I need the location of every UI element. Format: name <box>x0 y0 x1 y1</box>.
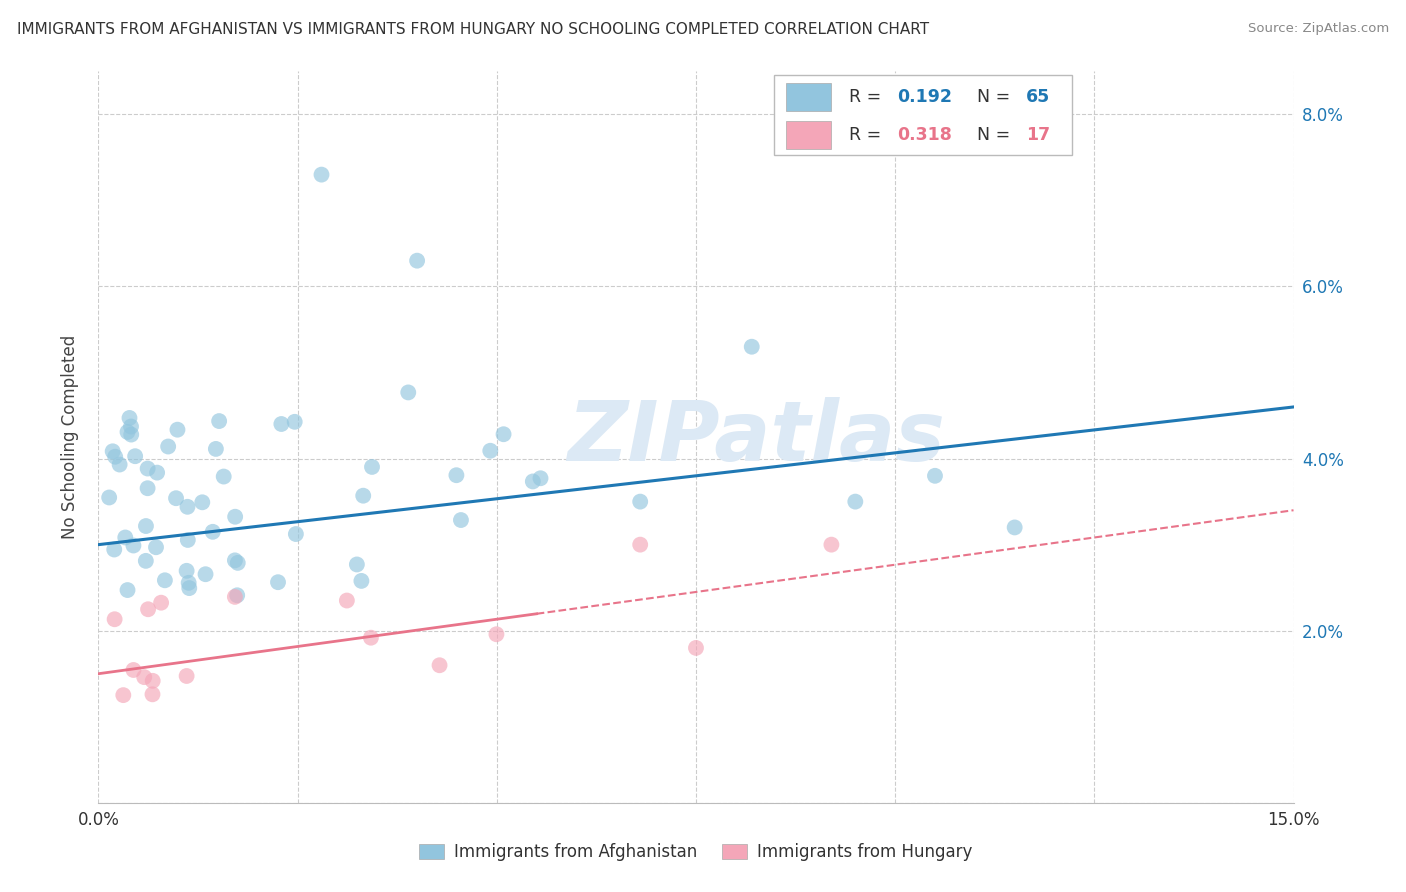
Text: ZIPatlas: ZIPatlas <box>567 397 945 477</box>
Point <box>114 531 136 545</box>
Point <box>336 593 359 607</box>
Point <box>141 687 163 701</box>
Point <box>122 663 145 677</box>
Point <box>176 669 198 683</box>
Point <box>284 527 307 541</box>
Point <box>284 415 307 429</box>
Point <box>118 411 141 425</box>
Point <box>924 468 946 483</box>
Point <box>201 524 224 539</box>
Point <box>165 491 187 506</box>
Point <box>122 539 145 553</box>
Text: R =: R = <box>849 88 887 106</box>
Point <box>628 494 651 508</box>
Point <box>157 440 180 454</box>
Point <box>103 542 125 557</box>
Point <box>104 612 127 626</box>
Point <box>346 558 368 572</box>
Point <box>741 340 763 354</box>
Point <box>450 513 472 527</box>
Point <box>267 575 290 590</box>
Point <box>350 574 373 588</box>
Point <box>311 168 333 182</box>
Text: N =: N = <box>966 126 1015 145</box>
Point <box>361 459 384 474</box>
Point <box>101 444 124 458</box>
Point <box>191 495 214 509</box>
Point <box>177 575 200 590</box>
FancyBboxPatch shape <box>786 84 831 112</box>
Point <box>1004 520 1026 534</box>
Point <box>224 590 246 604</box>
Point <box>179 581 201 595</box>
Point <box>136 602 159 616</box>
Point <box>429 658 451 673</box>
Point <box>226 588 249 602</box>
Point <box>124 449 146 463</box>
Point <box>224 509 246 524</box>
Point <box>177 533 200 547</box>
Point <box>135 554 157 568</box>
Point <box>194 567 217 582</box>
Text: 0.318: 0.318 <box>897 126 952 145</box>
Point <box>112 688 135 702</box>
Y-axis label: No Schooling Completed: No Schooling Completed <box>60 335 79 539</box>
Point <box>120 427 142 442</box>
Text: R =: R = <box>849 126 887 145</box>
Point <box>142 673 165 688</box>
Text: 0.192: 0.192 <box>897 88 952 106</box>
Point <box>120 419 142 434</box>
Point <box>98 491 121 505</box>
Point <box>134 670 156 684</box>
Point <box>108 458 131 472</box>
Point <box>135 519 157 533</box>
Point <box>270 417 292 431</box>
Point <box>166 423 188 437</box>
Text: 17: 17 <box>1026 126 1050 145</box>
Legend: Immigrants from Afghanistan, Immigrants from Hungary: Immigrants from Afghanistan, Immigrants … <box>412 837 980 868</box>
Point <box>479 443 502 458</box>
Point <box>396 385 419 400</box>
Point <box>150 596 173 610</box>
Text: Source: ZipAtlas.com: Source: ZipAtlas.com <box>1249 22 1389 36</box>
Point <box>485 627 508 641</box>
Point <box>628 538 651 552</box>
Point <box>104 450 127 464</box>
Point <box>529 471 551 485</box>
Point <box>208 414 231 428</box>
Point <box>205 442 228 456</box>
Point <box>352 489 374 503</box>
Point <box>522 475 544 489</box>
Point <box>844 494 866 508</box>
Point <box>406 253 429 268</box>
Point <box>446 468 468 483</box>
FancyBboxPatch shape <box>786 121 831 149</box>
Point <box>224 553 246 567</box>
Text: IMMIGRANTS FROM AFGHANISTAN VS IMMIGRANTS FROM HUNGARY NO SCHOOLING COMPLETED CO: IMMIGRANTS FROM AFGHANISTAN VS IMMIGRANT… <box>17 22 929 37</box>
Point <box>226 556 249 570</box>
Point <box>136 481 159 495</box>
Point <box>212 469 235 483</box>
Point <box>820 538 842 552</box>
Point <box>145 540 167 554</box>
Point <box>146 466 169 480</box>
Point <box>176 564 198 578</box>
Point <box>136 461 159 475</box>
Text: N =: N = <box>966 88 1015 106</box>
Point <box>360 631 382 645</box>
Point <box>117 583 139 598</box>
Point <box>176 500 198 514</box>
Text: 65: 65 <box>1026 88 1050 106</box>
FancyBboxPatch shape <box>773 75 1073 155</box>
Point <box>153 574 176 588</box>
Point <box>685 640 707 655</box>
Point <box>492 427 515 442</box>
Point <box>117 425 139 439</box>
